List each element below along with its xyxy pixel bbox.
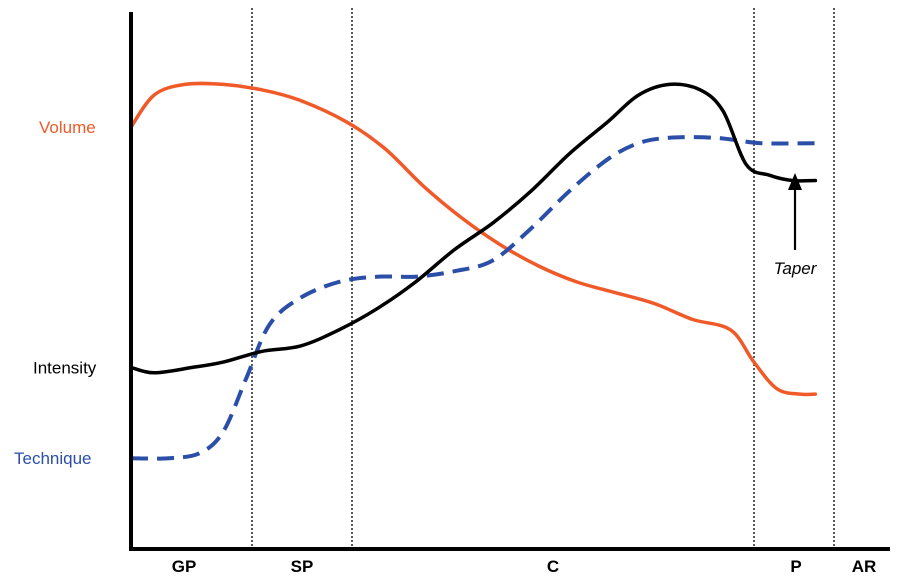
taper-arrowhead-icon xyxy=(788,173,802,190)
phase-dividers xyxy=(251,8,835,549)
series-layer xyxy=(129,81,818,461)
phase-label-ar: AR xyxy=(852,557,877,576)
series-label-volume: Volume xyxy=(39,118,96,137)
phase-label-p: P xyxy=(790,557,801,576)
phase-labels: GP SP C P AR xyxy=(172,557,877,576)
taper-label: Taper xyxy=(774,259,818,278)
series-line-technique xyxy=(130,135,816,461)
phase-label-c: C xyxy=(547,557,559,576)
taper-annotation: Taper xyxy=(774,173,818,278)
series-label-intensity: Intensity xyxy=(33,358,97,377)
phase-label-gp: GP xyxy=(172,557,197,576)
series-labels: Volume Intensity Technique xyxy=(14,118,97,468)
series-line-volume xyxy=(129,81,818,397)
series-line-intensity xyxy=(129,82,818,375)
phase-label-sp: SP xyxy=(291,557,314,576)
series-label-technique: Technique xyxy=(14,449,92,468)
